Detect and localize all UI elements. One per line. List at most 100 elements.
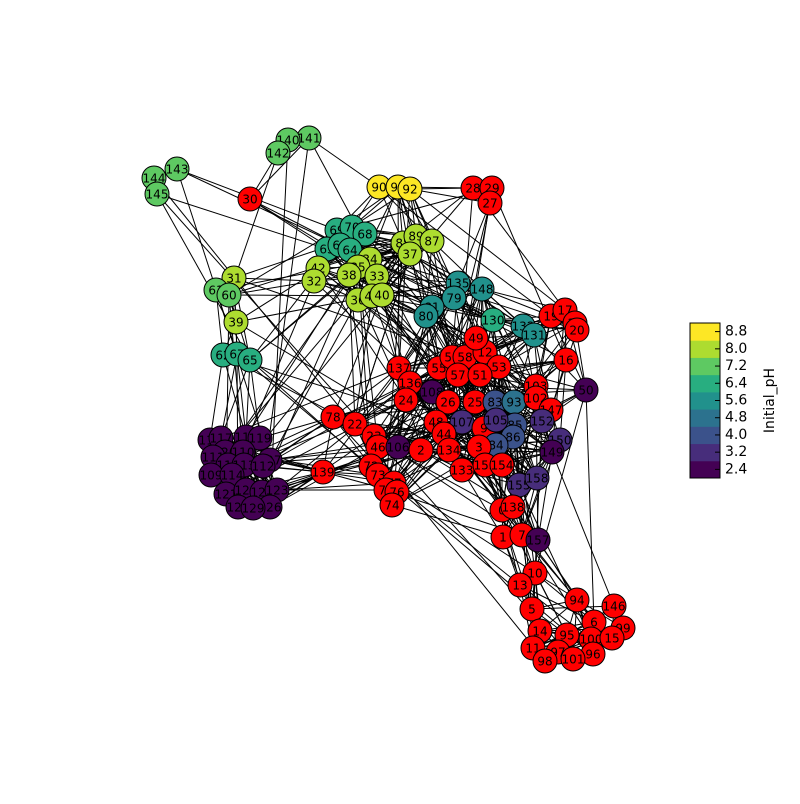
colorbar-tick-label: 4.8 (725, 410, 747, 426)
node (560, 646, 586, 672)
node-label: 78 (325, 411, 340, 425)
node-label: 152 (531, 415, 554, 429)
node (240, 495, 266, 521)
node-label: 98 (537, 655, 552, 669)
node (216, 282, 242, 308)
node-label: 68 (357, 228, 372, 242)
colorbar-tick-label: 8.8 (725, 324, 747, 340)
node-label: 1 (499, 531, 507, 545)
edge (378, 186, 552, 317)
node (250, 453, 276, 479)
edge (233, 277, 466, 358)
node-label: 57 (450, 369, 465, 383)
colorbar-tick-label: 3.2 (725, 444, 747, 460)
edge (220, 353, 238, 439)
node (519, 596, 545, 622)
node-label: 143 (166, 163, 189, 177)
edge (308, 137, 380, 188)
node-label: 148 (471, 283, 494, 297)
node-label: 5 (528, 603, 536, 617)
node-label: 142 (267, 147, 290, 161)
node-label: 155 (508, 479, 531, 493)
node-label: 133 (451, 464, 474, 478)
node (529, 408, 555, 434)
edge (559, 359, 567, 441)
node-label: 53 (491, 361, 506, 375)
node-label: 64 (342, 244, 357, 258)
node-label: 58 (457, 351, 472, 365)
node (336, 262, 362, 288)
edge (269, 299, 359, 461)
colorbar-tick-label: 8.0 (725, 341, 747, 357)
edge (236, 353, 247, 438)
edge (332, 294, 383, 418)
edge (332, 367, 400, 418)
edge (222, 354, 247, 438)
colorbar-tick-label: 6.4 (725, 375, 747, 391)
node (408, 437, 434, 463)
node (463, 325, 489, 351)
node-label: 27 (482, 197, 497, 211)
edge (398, 337, 477, 369)
edge (233, 277, 315, 282)
node (413, 303, 439, 329)
node (477, 190, 503, 216)
edge (373, 401, 449, 437)
node-label: 93 (506, 396, 521, 410)
node (524, 465, 550, 491)
node-label: 146 (603, 600, 626, 614)
node (301, 268, 327, 294)
colorbar-band (690, 460, 720, 479)
node (441, 285, 467, 311)
colorbar-band (690, 409, 720, 427)
node (435, 389, 461, 415)
node (467, 362, 493, 388)
node (393, 387, 419, 413)
node-label: 20 (569, 324, 584, 338)
edge (369, 258, 494, 321)
node-label: 74 (384, 499, 399, 513)
colorbar-band (690, 357, 720, 376)
node-label: 154 (491, 459, 514, 473)
node-label: 84 (488, 439, 503, 453)
node-label: 112 (252, 460, 275, 474)
node-label: 22 (347, 418, 362, 432)
node-label: 32 (306, 275, 321, 289)
edge (176, 168, 351, 251)
node (265, 140, 291, 166)
edge (481, 288, 515, 403)
node (379, 492, 405, 518)
edge (269, 433, 445, 461)
node-label: 30 (242, 193, 257, 207)
edge (259, 416, 334, 439)
node-label: 123 (266, 484, 289, 498)
node-label: 119 (249, 432, 272, 446)
edge (249, 359, 261, 439)
node-label: 96 (585, 648, 600, 662)
node (144, 181, 170, 207)
edge (369, 186, 399, 260)
node (397, 176, 423, 202)
node (469, 276, 495, 302)
node (483, 407, 509, 433)
node (342, 411, 368, 437)
edge (209, 354, 224, 441)
node-label: 49 (468, 332, 483, 346)
node-label: 60 (221, 289, 236, 303)
node-label: 39 (228, 316, 243, 330)
node (599, 625, 625, 651)
edge (249, 359, 334, 418)
node-label: 25 (467, 396, 482, 410)
edge (249, 137, 310, 200)
node (397, 241, 423, 267)
node-label: 130 (482, 314, 505, 328)
node-label: 6 (590, 616, 598, 630)
edge (551, 309, 566, 453)
node (564, 587, 590, 613)
colorbar-band (690, 340, 720, 358)
colorbar-band (690, 443, 720, 462)
node (573, 377, 599, 403)
node-label: 9 (480, 422, 488, 436)
node-label: 83 (487, 396, 502, 410)
edge (537, 451, 553, 541)
